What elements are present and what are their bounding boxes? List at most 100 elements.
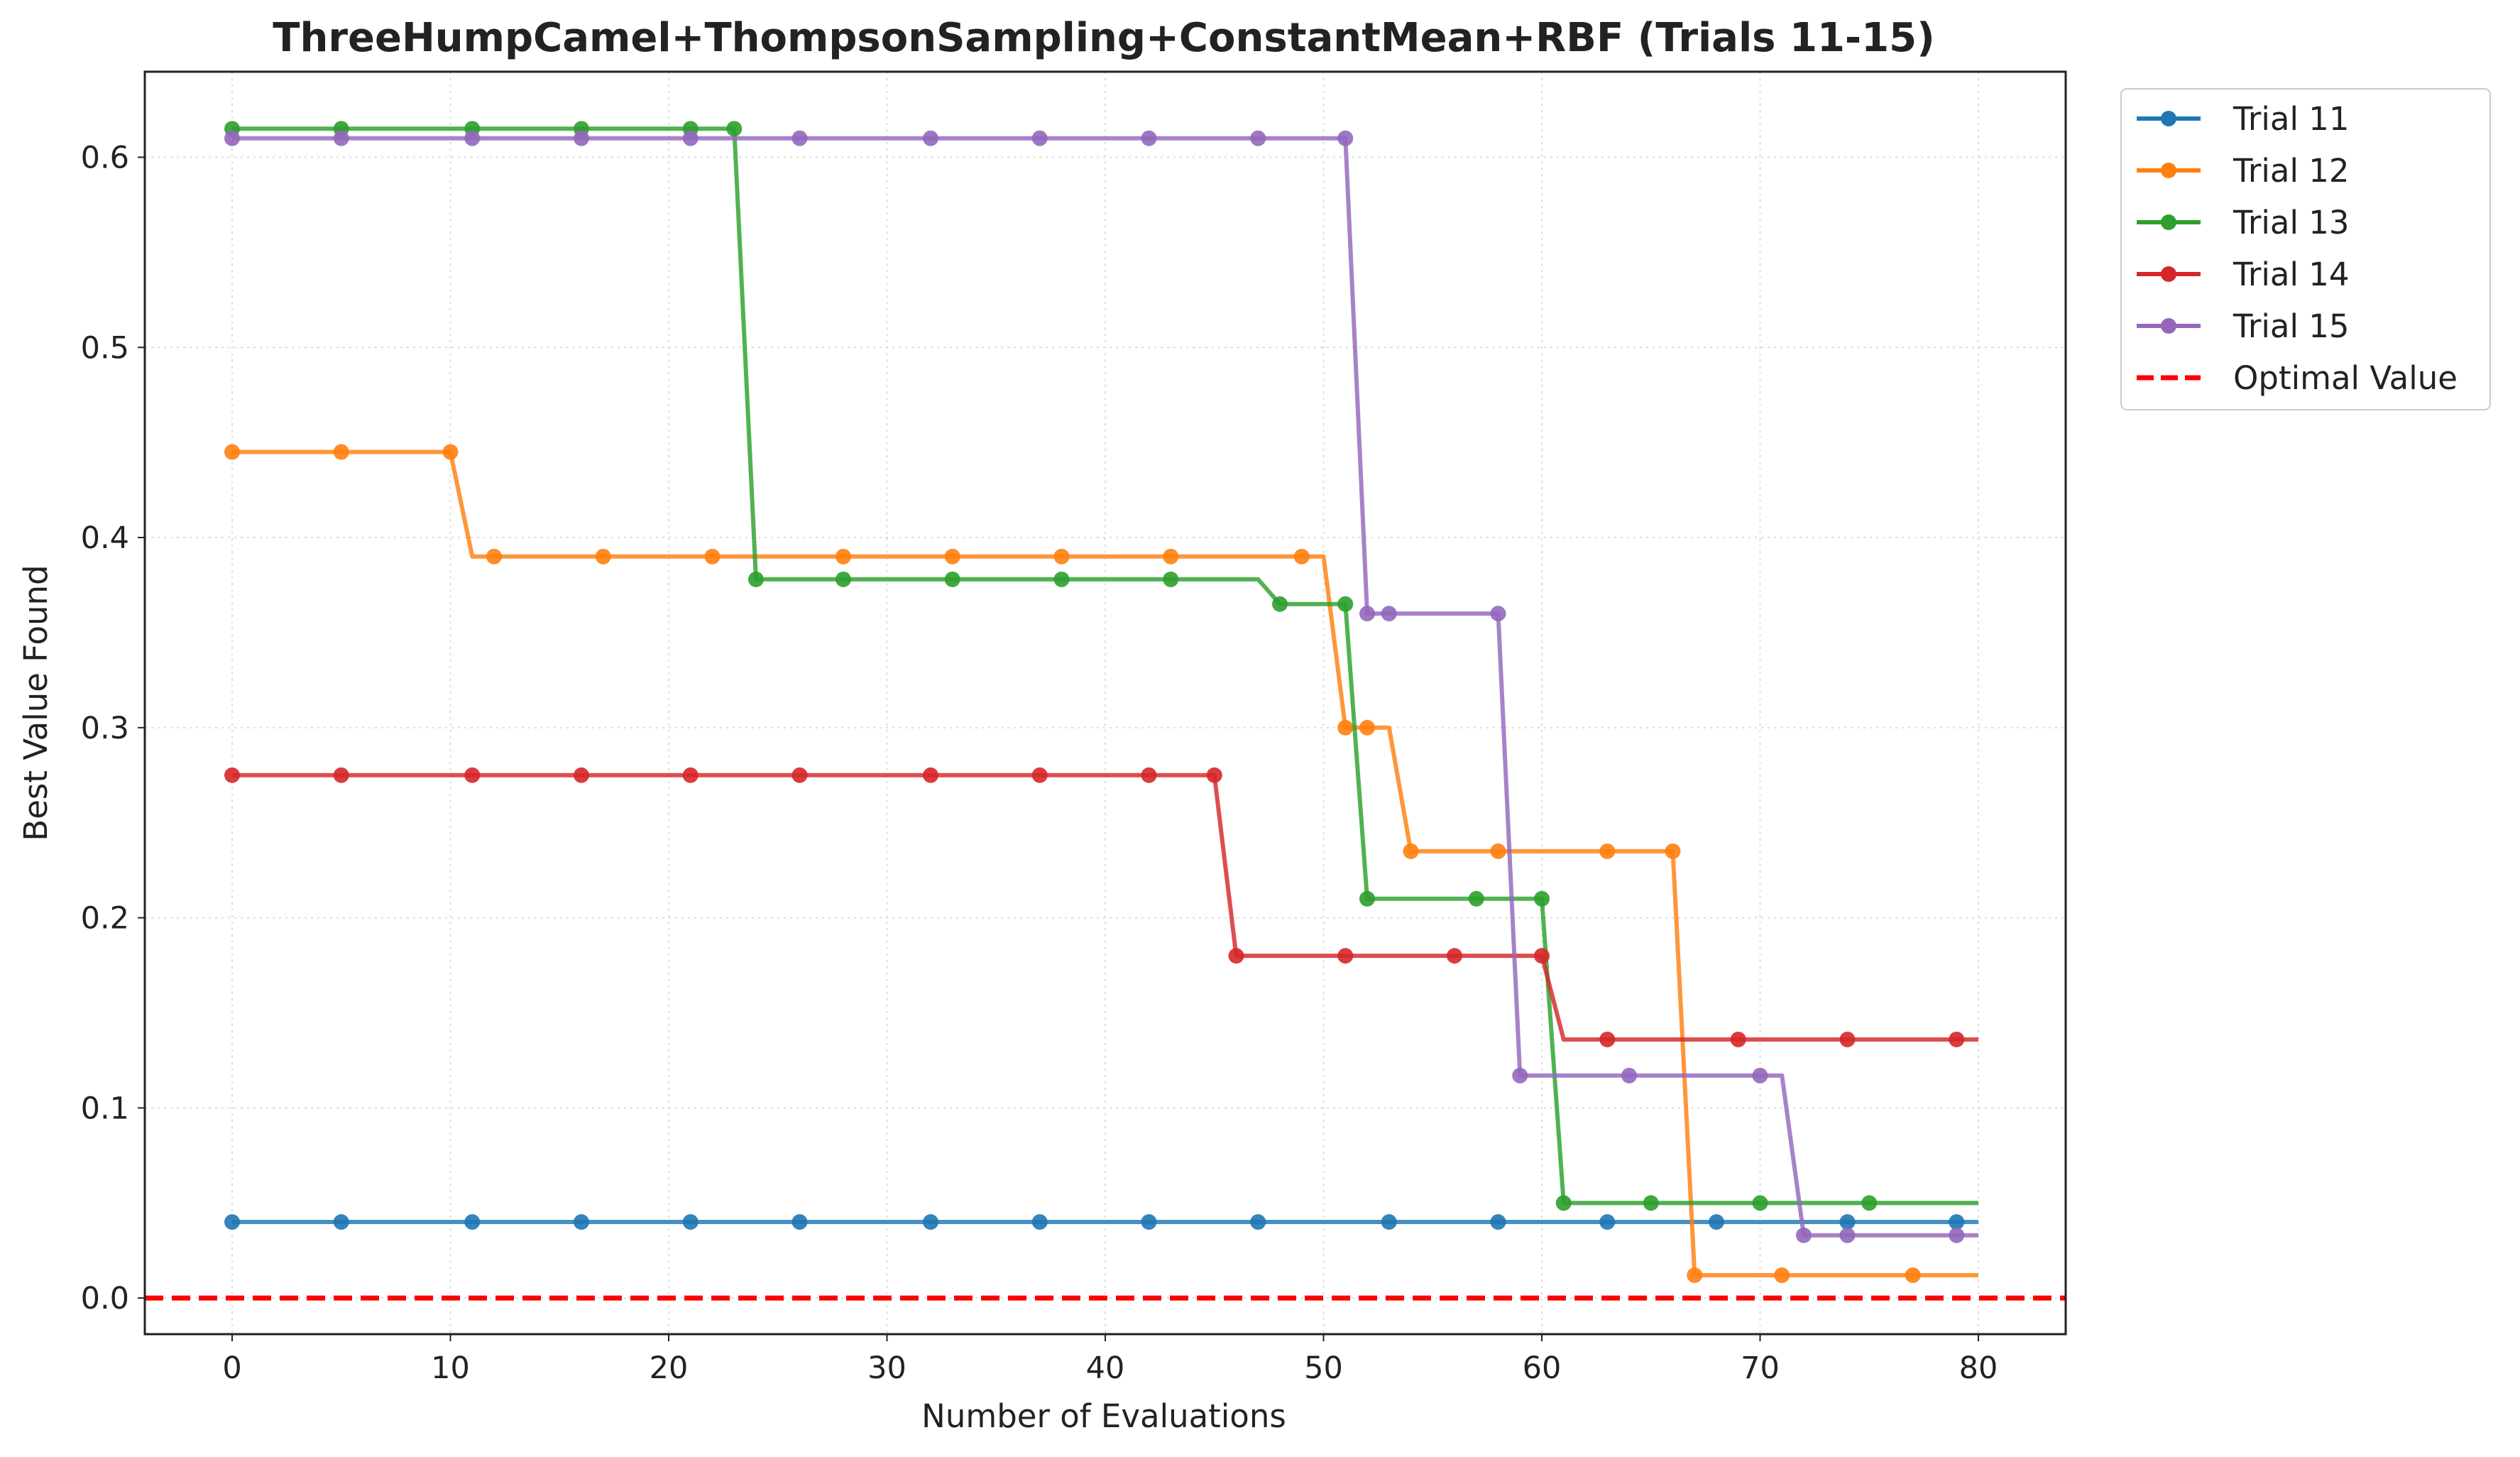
- data-point: [1228, 948, 1244, 964]
- data-point: [333, 1214, 349, 1230]
- data-point: [1949, 1227, 1965, 1243]
- x-tick-label: 30: [867, 1350, 906, 1386]
- data-point: [1730, 1031, 1746, 1047]
- data-point: [1206, 767, 1222, 783]
- plot-series: [224, 121, 1978, 1283]
- data-point: [1555, 1195, 1572, 1211]
- data-point: [224, 130, 240, 146]
- data-point: [1774, 1267, 1790, 1283]
- data-point: [333, 767, 349, 783]
- data-point: [1053, 548, 1070, 564]
- legend-marker: [2161, 111, 2176, 126]
- data-point: [1359, 890, 1375, 907]
- series-trial-14: [224, 767, 1978, 1047]
- axis-ticks: 0 10 20 30 40 50 60 70 80 0.0 0.1 0.2 0.3 0.4 0.5 0.6: [81, 140, 1998, 1386]
- data-point: [1337, 130, 1354, 146]
- data-point: [1752, 1067, 1768, 1084]
- data-point: [1272, 596, 1288, 612]
- data-point: [1163, 571, 1179, 587]
- data-point: [464, 130, 481, 146]
- data-point: [791, 767, 808, 783]
- y-tick-label: 0.2: [81, 901, 129, 937]
- data-point: [791, 1214, 808, 1230]
- legend-label: Trial 12: [2233, 152, 2350, 190]
- y-tick-label: 0.3: [81, 711, 129, 746]
- data-point: [1337, 596, 1354, 612]
- data-point: [333, 444, 349, 460]
- data-point: [1141, 1214, 1157, 1230]
- legend-label: Trial 15: [2233, 307, 2350, 345]
- legend-item: Trial 15: [2137, 307, 2350, 345]
- data-point: [1250, 1214, 1266, 1230]
- data-point: [1709, 1214, 1724, 1230]
- y-tick-label: 0.1: [81, 1091, 129, 1126]
- data-point: [1359, 719, 1375, 736]
- data-point: [682, 767, 699, 783]
- data-point: [1512, 1067, 1528, 1084]
- x-tick-label: 70: [1741, 1350, 1780, 1386]
- data-point: [1599, 843, 1616, 859]
- data-point: [1293, 548, 1310, 564]
- data-point: [486, 548, 502, 564]
- x-tick-label: 10: [431, 1350, 470, 1386]
- data-point: [1031, 130, 1048, 146]
- data-point: [791, 130, 808, 146]
- x-tick-label: 60: [1523, 1350, 1562, 1386]
- y-tick-label: 0.0: [81, 1281, 129, 1316]
- data-point: [1337, 948, 1354, 964]
- data-point: [1621, 1067, 1637, 1084]
- grid: [145, 72, 2066, 1334]
- series-trial-11: [224, 1214, 1978, 1230]
- data-point: [1949, 1214, 1965, 1230]
- data-point: [595, 548, 611, 564]
- data-point: [1337, 719, 1354, 736]
- legend-item: Trial 12: [2137, 152, 2350, 190]
- data-point: [333, 130, 349, 146]
- data-point: [1905, 1267, 1921, 1283]
- data-point: [1534, 890, 1550, 907]
- y-tick-label: 0.6: [81, 140, 129, 175]
- legend-marker: [2161, 163, 2176, 178]
- x-tick-label: 0: [222, 1350, 241, 1386]
- data-point: [1447, 948, 1462, 964]
- chart-title: ThreeHumpCamel+ThompsonSampling+Constant…: [273, 15, 1934, 61]
- data-point: [574, 130, 589, 146]
- data-point: [1468, 890, 1484, 907]
- data-point: [442, 444, 459, 460]
- data-point: [1359, 606, 1375, 622]
- data-point: [1665, 843, 1681, 859]
- data-point: [1490, 1214, 1506, 1230]
- data-point: [923, 767, 938, 783]
- legend-marker: [2161, 318, 2176, 334]
- data-point: [464, 767, 481, 783]
- data-point: [1381, 606, 1397, 622]
- legend-item: Trial 11: [2137, 100, 2350, 138]
- series-trial-13: [224, 121, 1978, 1211]
- data-point: [1534, 948, 1550, 964]
- data-point: [464, 1214, 481, 1230]
- data-point: [1752, 1195, 1768, 1211]
- data-point: [1599, 1214, 1616, 1230]
- series-line: [232, 126, 1978, 1206]
- data-point: [224, 444, 240, 460]
- data-point: [1163, 548, 1179, 564]
- series-trial-12: [224, 444, 1978, 1283]
- x-tick-label: 50: [1304, 1350, 1343, 1386]
- x-tick-label: 80: [1959, 1350, 1998, 1386]
- data-point: [1031, 767, 1048, 783]
- legend: Trial 11 Trial 12 Trial 13 Trial 14 Trial 15…: [2120, 88, 2491, 410]
- series-line: [232, 136, 1978, 1238]
- data-point: [1381, 1214, 1397, 1230]
- data-point: [1643, 1195, 1659, 1211]
- legend-label: Trial 11: [2233, 100, 2350, 138]
- data-point: [836, 571, 851, 587]
- x-axis-label: Number of Evaluations: [921, 1397, 1286, 1435]
- data-point: [1839, 1214, 1856, 1230]
- data-point: [1949, 1031, 1965, 1047]
- data-point: [1839, 1227, 1856, 1243]
- data-point: [224, 767, 240, 783]
- legend-label: Trial 13: [2233, 204, 2350, 241]
- data-point: [574, 767, 589, 783]
- legend-item: Optimal Value: [2137, 359, 2458, 397]
